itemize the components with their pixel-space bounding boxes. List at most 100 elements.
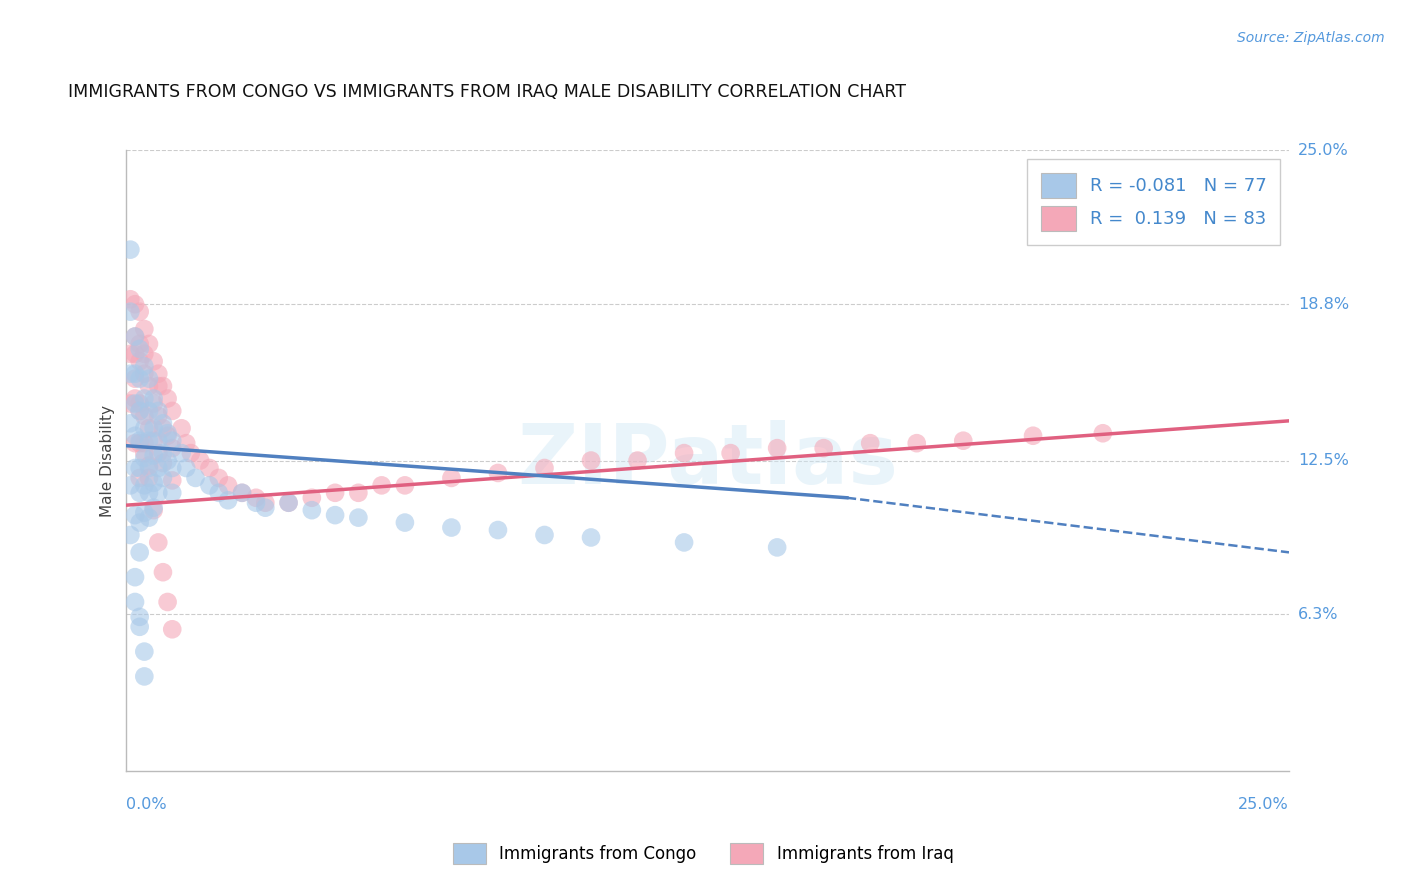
Point: [124, 392, 146, 406]
Point: [128, 461, 150, 475]
Point: [138, 421, 160, 435]
Point: [138, 485, 160, 500]
Point: [217, 478, 239, 492]
Point: [128, 436, 150, 450]
Point: [124, 461, 146, 475]
Point: [142, 396, 165, 410]
Text: IMMIGRANTS FROM CONGO VS IMMIGRANTS FROM IRAQ MALE DISABILITY CORRELATION CHART: IMMIGRANTS FROM CONGO VS IMMIGRANTS FROM…: [67, 83, 905, 101]
Point: [134, 347, 156, 361]
Point: [162, 622, 184, 636]
Point: [128, 471, 150, 485]
Point: [120, 528, 142, 542]
Point: [323, 485, 346, 500]
Point: [120, 243, 142, 257]
Point: [124, 347, 146, 361]
Point: [277, 496, 299, 510]
Point: [142, 421, 165, 435]
Point: [124, 396, 146, 410]
Point: [148, 379, 170, 393]
Text: 18.8%: 18.8%: [1298, 297, 1350, 311]
Point: [1091, 426, 1114, 441]
Point: [156, 392, 179, 406]
Point: [128, 485, 150, 500]
Point: [128, 337, 150, 351]
Point: [128, 434, 150, 448]
Point: [533, 528, 555, 542]
Point: [170, 446, 193, 460]
Point: [124, 595, 146, 609]
Point: [124, 329, 146, 343]
Point: [156, 453, 179, 467]
Point: [134, 409, 156, 423]
Point: [198, 478, 221, 492]
Point: [170, 421, 193, 435]
Point: [138, 379, 160, 393]
Point: [162, 441, 184, 455]
Point: [138, 372, 160, 386]
Point: [148, 409, 170, 423]
Point: [394, 478, 416, 492]
Point: [813, 441, 835, 455]
Text: 0.0%: 0.0%: [125, 797, 166, 812]
Point: [142, 354, 165, 368]
Point: [128, 372, 150, 386]
Point: [138, 458, 160, 473]
Point: [124, 367, 146, 381]
Point: [134, 359, 156, 374]
Point: [142, 392, 165, 406]
Point: [138, 510, 160, 524]
Text: 25.0%: 25.0%: [1239, 797, 1289, 812]
Point: [148, 461, 170, 475]
Point: [128, 404, 150, 418]
Point: [440, 471, 463, 485]
Point: [720, 446, 742, 460]
Point: [128, 342, 150, 356]
Point: [859, 436, 882, 450]
Legend: Immigrants from Congo, Immigrants from Iraq: Immigrants from Congo, Immigrants from I…: [446, 837, 960, 871]
Point: [231, 485, 253, 500]
Point: [766, 541, 789, 555]
Point: [138, 404, 160, 418]
Point: [120, 417, 142, 431]
Point: [370, 478, 392, 492]
Point: [138, 434, 160, 448]
Point: [486, 523, 509, 537]
Point: [134, 506, 156, 520]
Point: [134, 436, 156, 450]
Point: [152, 471, 174, 485]
Point: [128, 396, 150, 410]
Point: [120, 367, 142, 381]
Point: [128, 354, 150, 368]
Point: [156, 595, 179, 609]
Point: [134, 367, 156, 381]
Point: [138, 461, 160, 475]
Point: [120, 347, 142, 361]
Point: [148, 485, 170, 500]
Point: [347, 485, 370, 500]
Point: [1022, 428, 1045, 442]
Point: [134, 645, 156, 659]
Point: [124, 372, 146, 386]
Point: [952, 434, 974, 448]
Point: [156, 426, 179, 441]
Point: [440, 520, 463, 534]
Point: [184, 471, 207, 485]
Point: [148, 446, 170, 460]
Point: [124, 329, 146, 343]
Point: [142, 500, 165, 515]
Point: [156, 428, 179, 442]
Point: [579, 453, 602, 467]
Point: [124, 570, 146, 584]
Point: [673, 535, 696, 549]
Point: [162, 485, 184, 500]
Point: [162, 474, 184, 488]
Point: [124, 508, 146, 523]
Point: [323, 508, 346, 523]
Point: [162, 461, 184, 475]
Point: [128, 620, 150, 634]
Point: [128, 404, 150, 418]
Text: ZIPatlas: ZIPatlas: [517, 420, 898, 501]
Point: [626, 453, 648, 467]
Point: [152, 446, 174, 460]
Point: [394, 516, 416, 530]
